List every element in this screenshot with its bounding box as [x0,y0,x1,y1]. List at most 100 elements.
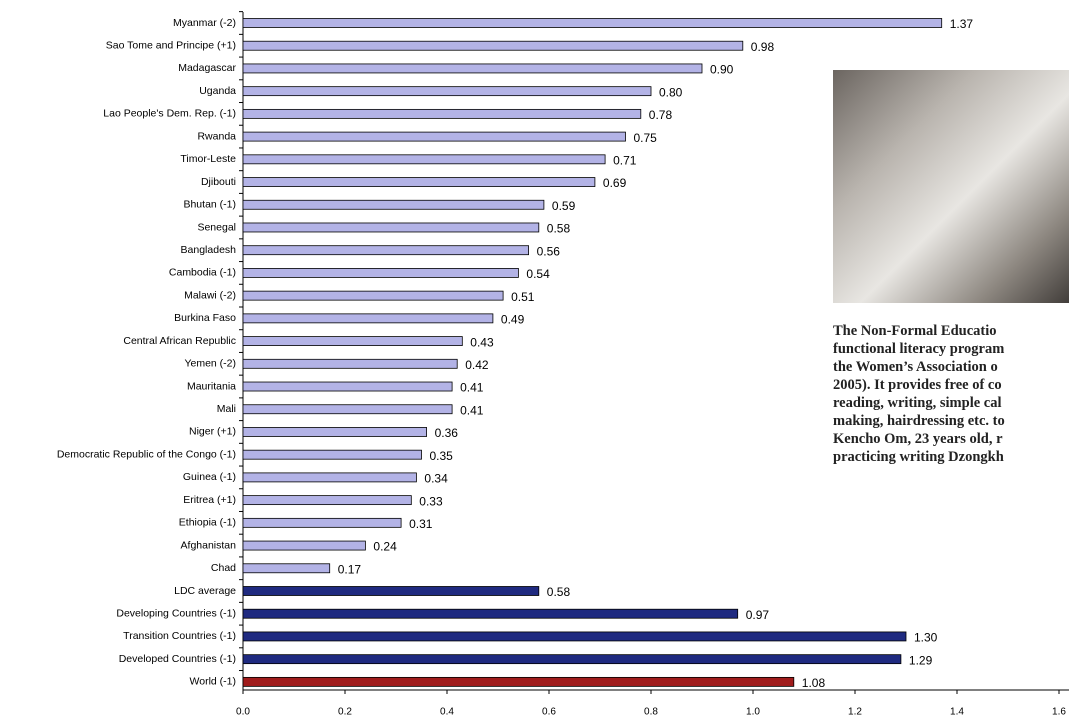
bar [242,336,463,346]
bar [242,472,417,483]
photo [833,70,1069,303]
value-label: 1.37 [950,17,974,31]
value-label: 0.51 [511,290,535,304]
value-label: 0.80 [659,85,683,99]
bar [242,608,739,619]
bar [242,222,540,233]
y-tick-label: Djibouti [201,176,236,188]
bar [242,676,795,687]
bar [242,517,402,528]
y-tick-label: Central African Republic [123,335,236,347]
x-tick-label: 0.6 [542,707,556,718]
value-label: 0.42 [465,358,489,372]
y-tick-label: Yemen (-2) [184,358,236,370]
y-tick-label: LDC average [174,585,236,597]
x-tick-label: 1.4 [950,707,964,718]
y-tick-label: Cambodia (-1) [169,267,236,279]
bar [242,131,626,142]
bar [242,40,744,51]
value-label: 0.90 [710,63,734,77]
bar [242,108,642,119]
value-label: 0.31 [409,517,433,531]
value-label: 0.24 [373,540,397,554]
value-label: 0.36 [435,426,459,440]
caption-line: the Women’s Association o [833,359,998,375]
y-tick-label: Uganda [199,85,236,97]
value-label: 0.49 [501,313,525,327]
value-label: 0.97 [746,608,770,622]
value-label: 0.56 [537,244,561,258]
y-tick-label: World (-1) [190,676,236,688]
x-tick-label: 0.8 [644,707,658,718]
y-tick-label: Developed Countries (-1) [119,653,236,665]
bar [242,313,494,324]
y-tick-label: Madagascar [178,62,236,74]
y-tick-label: Afghanistan [181,539,237,551]
bar [242,631,907,642]
y-tick-label: Malawi (-2) [184,289,236,301]
bar [242,427,428,437]
y-tick-label: Rwanda [197,130,236,142]
value-label: 1.08 [802,676,826,690]
value-label: 0.78 [649,108,673,122]
y-tick-label: Timor-Leste [180,153,236,165]
x-tick-label: 1.6 [1052,707,1066,718]
bar [242,245,530,256]
value-label: 0.71 [613,153,637,167]
value-label: 1.30 [914,631,938,645]
y-tick-label: Bhutan (-1) [183,199,236,211]
bar [242,358,458,369]
bar [242,654,902,665]
value-label: 0.59 [552,199,576,213]
y-tick-label: Bangladesh [181,244,237,256]
bar [242,199,545,210]
y-tick-label: Burkina Faso [174,312,236,324]
value-label: 0.41 [460,403,484,417]
y-tick-label: Chad [211,562,236,574]
caption-line: practicing writing Dzongkh [833,449,1004,465]
x-tick-label: 0.2 [338,707,352,718]
y-tick-label: Developing Countries (-1) [116,608,236,620]
y-tick-label: Ethiopia (-1) [179,517,236,529]
value-label: 1.29 [909,653,933,667]
bar [242,290,504,301]
y-tick-label: Mauritania [187,380,236,392]
bar [242,563,331,574]
bar [242,404,453,415]
bar [242,177,596,187]
x-tick-label: 1.2 [848,707,862,718]
value-label: 0.35 [430,449,454,463]
value-label: 0.33 [419,494,443,508]
bar [242,495,412,506]
caption-line: Kencho Om, 23 years old, r [833,431,1003,447]
y-tick-label: Senegal [197,221,236,233]
value-label: 0.41 [460,381,484,395]
x-tick-label: 1.0 [746,707,760,718]
caption: The Non-Formal Educatio functional litera… [833,322,1069,466]
y-tick-label: Niger (+1) [189,426,236,438]
caption-line: The Non-Formal Educatio [833,323,997,339]
y-tick-label: Lao People's Dem. Rep. (-1) [103,108,236,120]
caption-line: functional literacy program [833,341,1005,357]
y-tick-label: Guinea (-1) [183,471,236,483]
bar [242,63,703,74]
bar [242,586,540,596]
y-tick-label: Sao Tome and Principe (+1) [106,40,236,52]
bar [242,540,366,551]
bar [242,86,652,97]
value-label: 0.54 [526,267,550,281]
value-label: 0.58 [547,222,571,236]
x-tick-label: 0.4 [440,707,454,718]
y-tick-label: Myanmar (-2) [173,17,236,29]
bar [242,449,422,460]
bar [242,381,453,392]
value-label: 0.43 [470,335,494,349]
value-label: 0.69 [603,176,627,190]
bar [242,268,519,278]
x-tick-label: 0.0 [236,707,250,718]
y-tick-label: Eritrea (+1) [183,494,236,506]
y-tick-label: Mali [217,403,236,415]
value-label: 0.75 [634,131,658,145]
